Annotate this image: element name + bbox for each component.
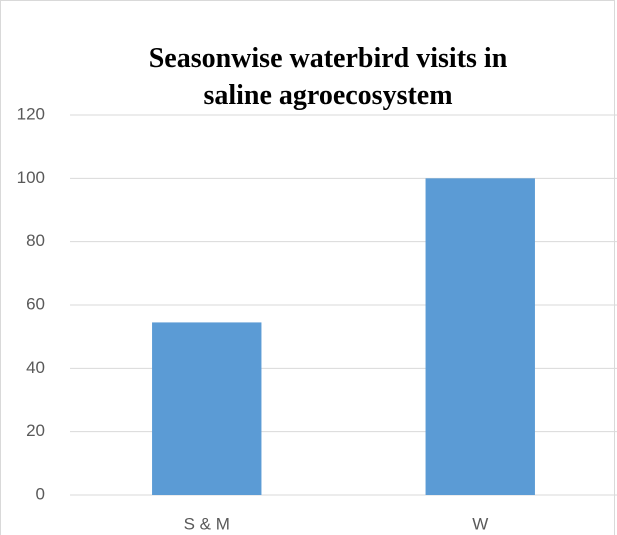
- y-tick-label: 100: [17, 168, 45, 187]
- y-tick-label: 40: [26, 358, 45, 377]
- y-tick-label: 120: [17, 104, 45, 123]
- bar: [425, 178, 535, 496]
- bar: [152, 322, 262, 495]
- x-tick-label: S & M: [184, 514, 230, 533]
- chart-title: Seasonwise waterbird visits in saline ag…: [148, 43, 508, 111]
- y-tick-label: 60: [26, 294, 45, 313]
- y-tick-label: 20: [26, 421, 45, 440]
- y-tick-label: 80: [26, 231, 45, 250]
- x-tick-label: W: [472, 514, 488, 533]
- y-tick-label: 0: [36, 484, 45, 503]
